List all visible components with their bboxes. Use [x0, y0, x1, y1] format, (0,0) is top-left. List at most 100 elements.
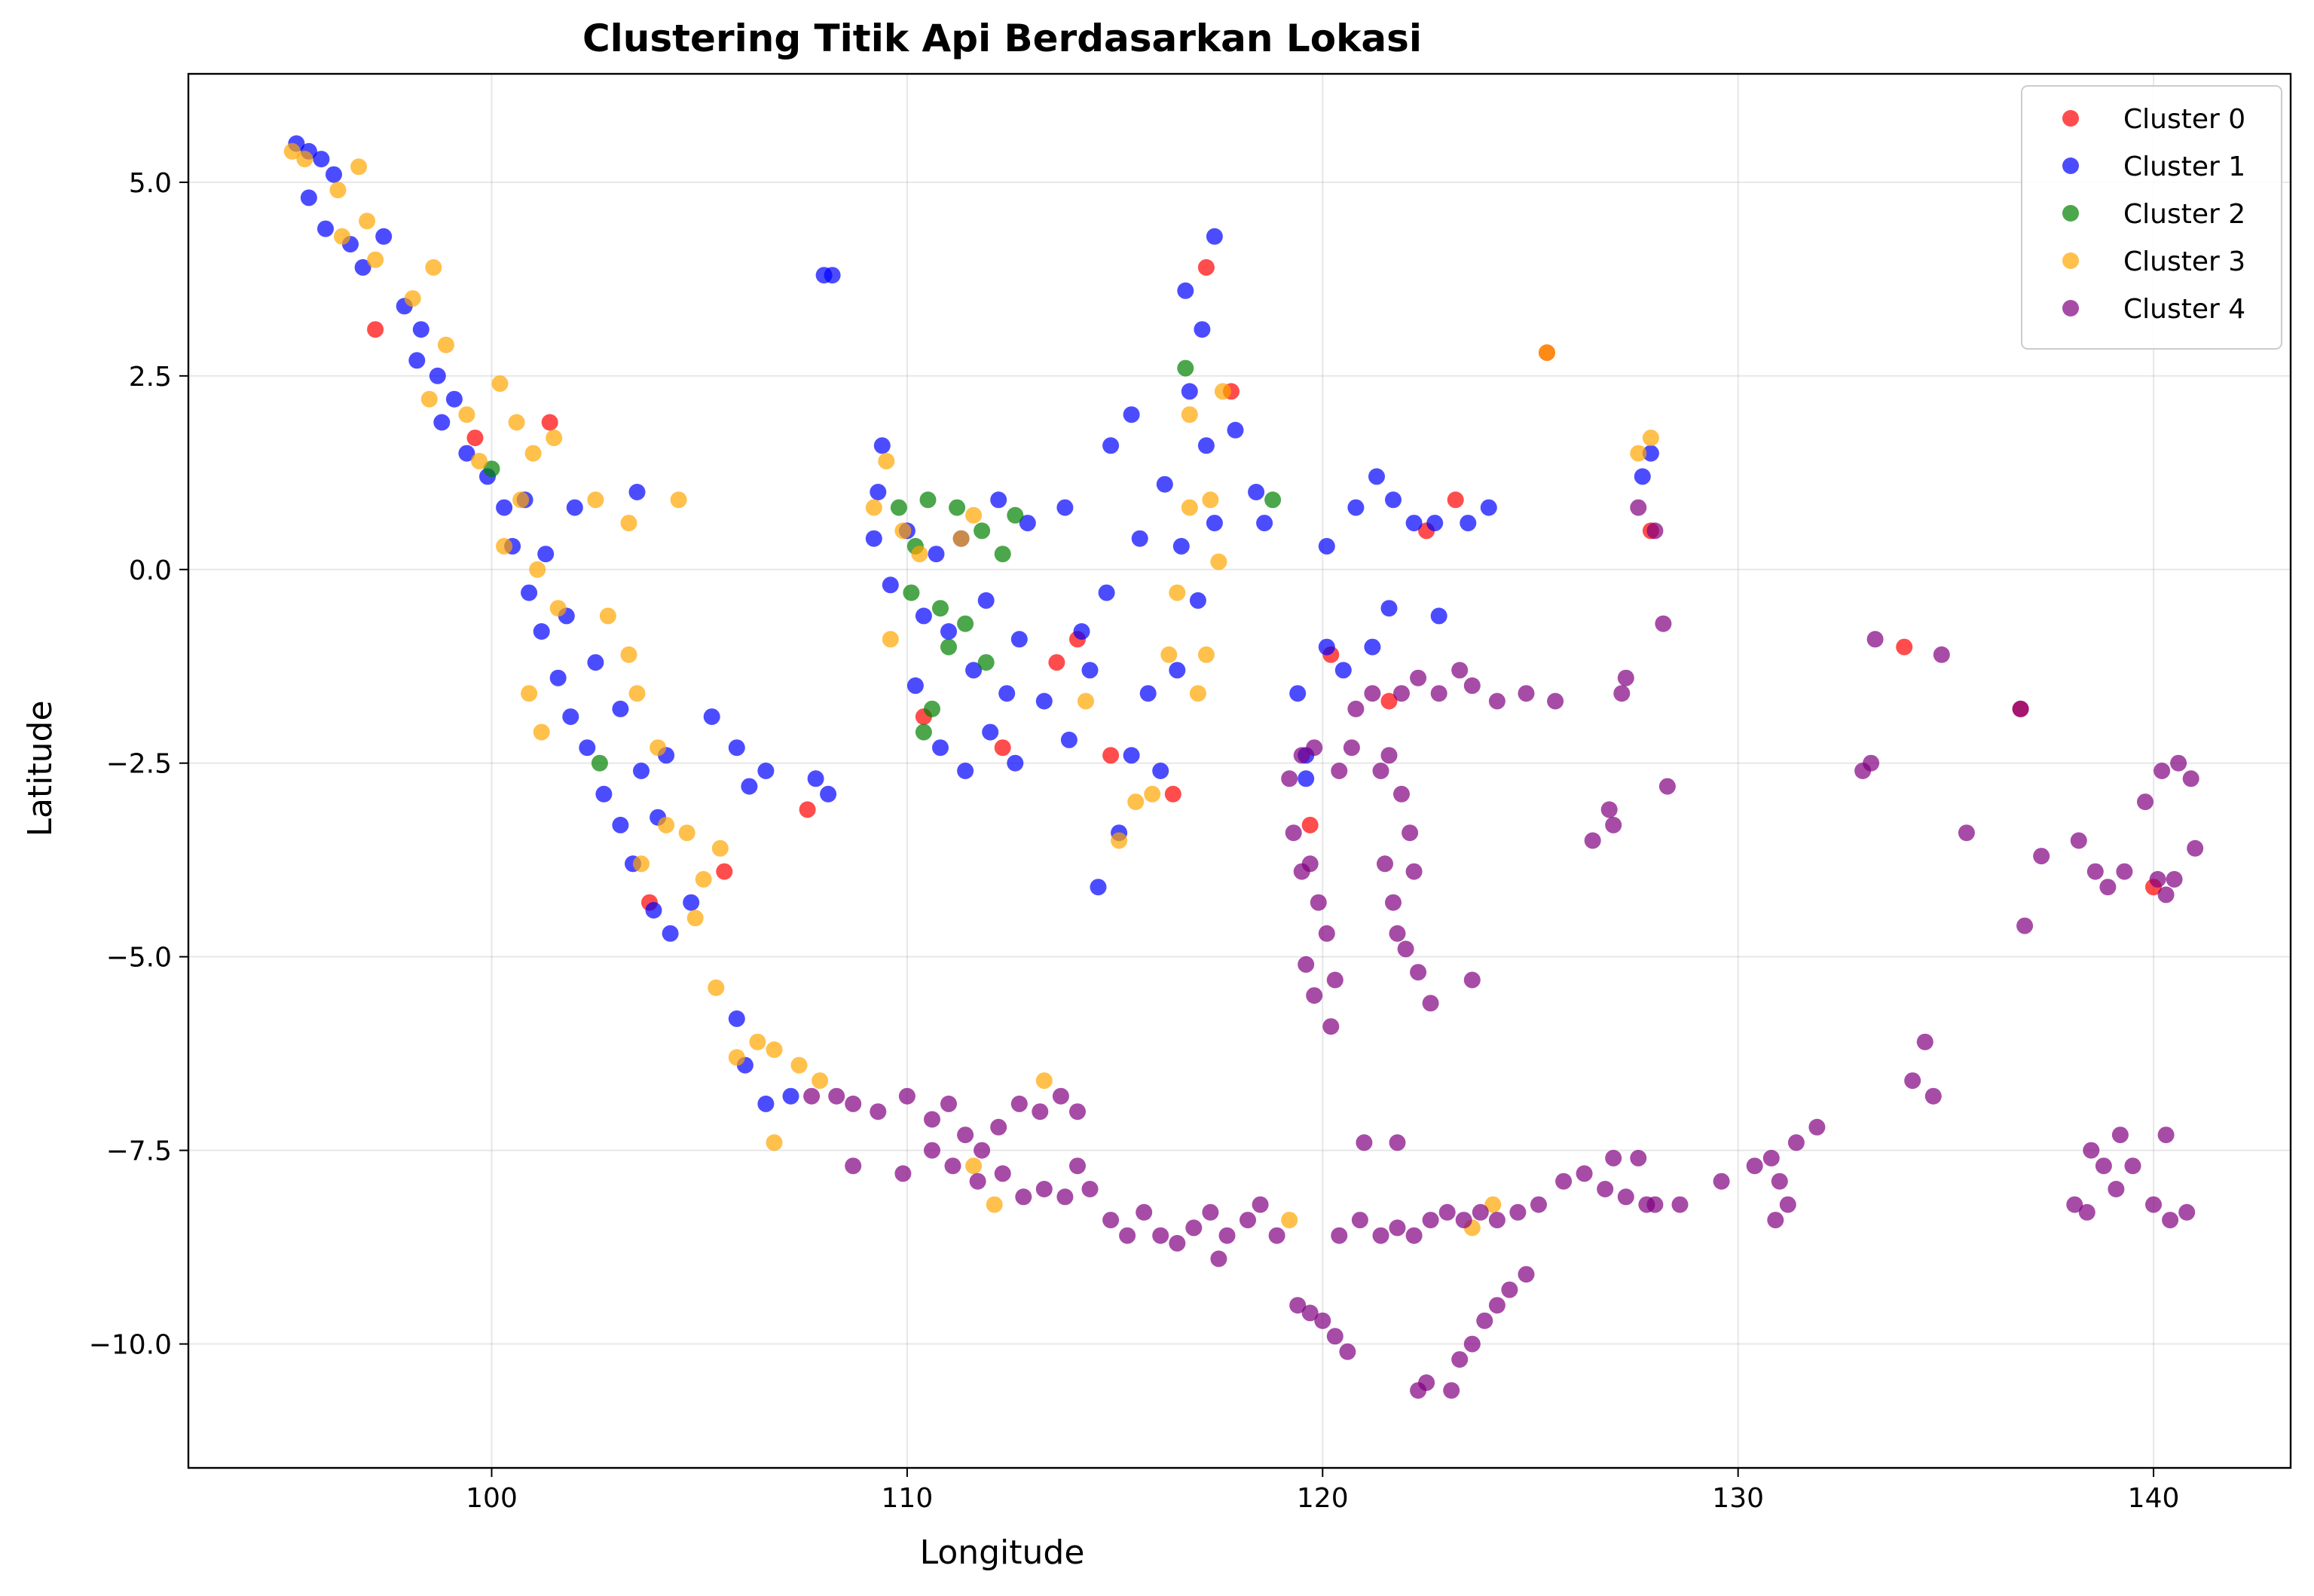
data-point	[591, 754, 608, 772]
data-point	[483, 460, 500, 478]
data-point	[412, 321, 429, 338]
data-point	[1518, 1266, 1535, 1283]
data-point	[882, 631, 899, 648]
data-point	[1032, 1103, 1049, 1121]
data-point	[1007, 754, 1024, 772]
y-tick-label: −10.0	[89, 1330, 172, 1361]
data-point	[1007, 506, 1024, 524]
data-point	[1281, 1212, 1298, 1229]
data-point	[595, 785, 613, 803]
data-point	[782, 1087, 799, 1105]
data-point	[1206, 228, 1223, 245]
data-point	[466, 430, 484, 447]
data-point	[965, 506, 983, 524]
data-point	[1854, 763, 1872, 779]
data-point	[1090, 879, 1107, 896]
x-tick-label: 110	[882, 1483, 934, 1514]
data-point	[957, 1127, 974, 1144]
data-point	[915, 607, 932, 625]
data-point	[1189, 592, 1206, 609]
data-point	[1555, 1173, 1573, 1190]
data-point	[491, 375, 509, 393]
data-point	[2099, 879, 2117, 896]
data-point	[1916, 1033, 1933, 1050]
data-point	[599, 607, 616, 625]
data-point	[982, 723, 999, 741]
data-point	[678, 824, 695, 842]
data-point	[994, 1165, 1011, 1182]
data-point	[1185, 1219, 1203, 1237]
data-point	[974, 522, 991, 540]
data-point	[1547, 693, 1564, 710]
data-point	[957, 615, 974, 632]
data-point	[367, 321, 384, 338]
data-point	[1177, 359, 1194, 377]
data-point	[1630, 445, 1647, 462]
data-point	[1576, 1165, 1593, 1182]
data-point	[1385, 894, 1402, 911]
data-point	[1318, 925, 1335, 942]
data-point	[2066, 1196, 2083, 1213]
data-point	[1377, 855, 1393, 873]
data-point	[2166, 870, 2183, 888]
data-point	[1422, 1212, 1439, 1229]
data-point	[1488, 1212, 1505, 1229]
data-point	[812, 1072, 829, 1090]
data-point	[1197, 646, 1215, 663]
data-point	[1380, 747, 1398, 764]
data-point	[703, 708, 720, 726]
data-point	[1210, 553, 1227, 570]
data-point	[1808, 1118, 1826, 1136]
x-tick-label: 140	[2128, 1483, 2180, 1514]
data-point	[1144, 785, 1161, 803]
data-point	[313, 151, 330, 168]
data-point	[1617, 1188, 1634, 1206]
data-point	[1289, 1297, 1307, 1314]
x-axis-label: Longitude	[920, 1533, 1085, 1572]
data-point	[1069, 1157, 1086, 1175]
data-point	[1605, 1149, 1622, 1166]
data-point	[612, 816, 629, 833]
data-point	[1389, 925, 1406, 942]
legend: Cluster 0 Cluster 1 Cluster 2 Cluster 3 Clus…	[2021, 85, 2282, 350]
data-point	[803, 1087, 821, 1105]
data-point	[1372, 763, 1389, 779]
data-point	[1634, 468, 1651, 485]
data-point	[924, 700, 940, 717]
data-point	[628, 685, 646, 702]
data-point	[1056, 1188, 1074, 1206]
data-point	[1630, 499, 1647, 516]
data-point	[662, 925, 679, 942]
data-point	[890, 499, 907, 516]
data-point	[894, 522, 912, 540]
data-point	[1285, 824, 1302, 842]
data-point	[1127, 793, 1145, 811]
data-point	[1430, 685, 1447, 702]
data-point	[1771, 1173, 1788, 1190]
data-point	[965, 662, 983, 679]
data-point	[496, 499, 513, 516]
data-point	[845, 1095, 862, 1112]
data-point	[1617, 669, 1634, 686]
data-point	[940, 1095, 957, 1112]
data-point	[1642, 430, 1659, 447]
data-point	[1671, 1196, 1689, 1213]
data-point	[807, 770, 824, 787]
data-point	[354, 258, 371, 276]
data-point	[695, 870, 712, 888]
data-point	[433, 414, 451, 431]
data-point	[1746, 1157, 1763, 1175]
data-point	[1318, 638, 1335, 656]
data-point	[1289, 685, 1307, 702]
data-point	[658, 816, 675, 833]
data-point	[2124, 1157, 2141, 1175]
data-point	[1451, 662, 1469, 679]
data-point	[1438, 1203, 1456, 1221]
data-point	[529, 561, 546, 578]
data-point	[1301, 1304, 1319, 1322]
data-point	[1331, 1227, 1348, 1244]
data-point	[716, 863, 733, 880]
data-point	[541, 414, 558, 431]
data-point	[1655, 615, 1672, 632]
data-point	[708, 979, 725, 996]
